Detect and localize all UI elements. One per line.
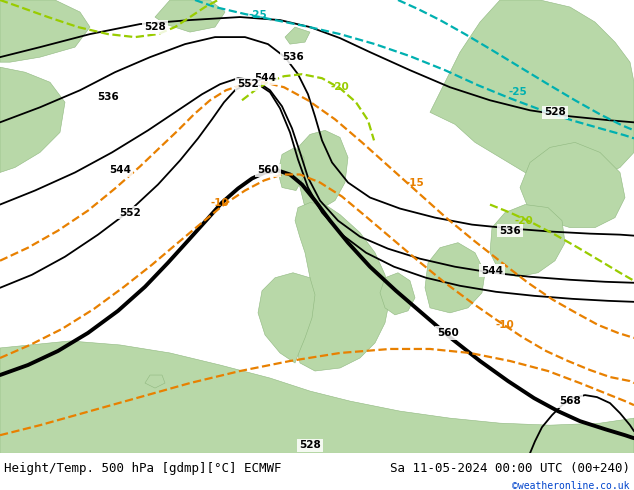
Text: 528: 528 <box>544 107 566 117</box>
Text: 560: 560 <box>437 328 459 338</box>
Text: 528: 528 <box>299 440 321 450</box>
Text: -10: -10 <box>496 320 514 330</box>
Text: ©weatheronline.co.uk: ©weatheronline.co.uk <box>512 481 630 490</box>
Text: 568: 568 <box>559 396 581 406</box>
Text: Height/Temp. 500 hPa [gdmp][°C] ECMWF: Height/Temp. 500 hPa [gdmp][°C] ECMWF <box>4 462 281 475</box>
Text: 552: 552 <box>237 79 259 89</box>
Text: -25: -25 <box>249 10 268 20</box>
Text: 536: 536 <box>499 225 521 236</box>
Text: 536: 536 <box>97 92 119 102</box>
Text: 552: 552 <box>119 208 141 218</box>
Text: 544: 544 <box>254 73 276 83</box>
Text: -20: -20 <box>515 216 533 225</box>
Text: -10: -10 <box>210 197 230 208</box>
Text: -20: -20 <box>330 82 349 92</box>
Text: -15: -15 <box>406 177 424 188</box>
Text: -25: -25 <box>508 87 527 97</box>
Text: 528: 528 <box>144 22 166 32</box>
Text: 544: 544 <box>481 266 503 276</box>
Text: Sa 11-05-2024 00:00 UTC (00+240): Sa 11-05-2024 00:00 UTC (00+240) <box>390 462 630 475</box>
Text: 536: 536 <box>282 52 304 62</box>
Text: 544: 544 <box>109 166 131 175</box>
Text: 560: 560 <box>257 166 279 175</box>
